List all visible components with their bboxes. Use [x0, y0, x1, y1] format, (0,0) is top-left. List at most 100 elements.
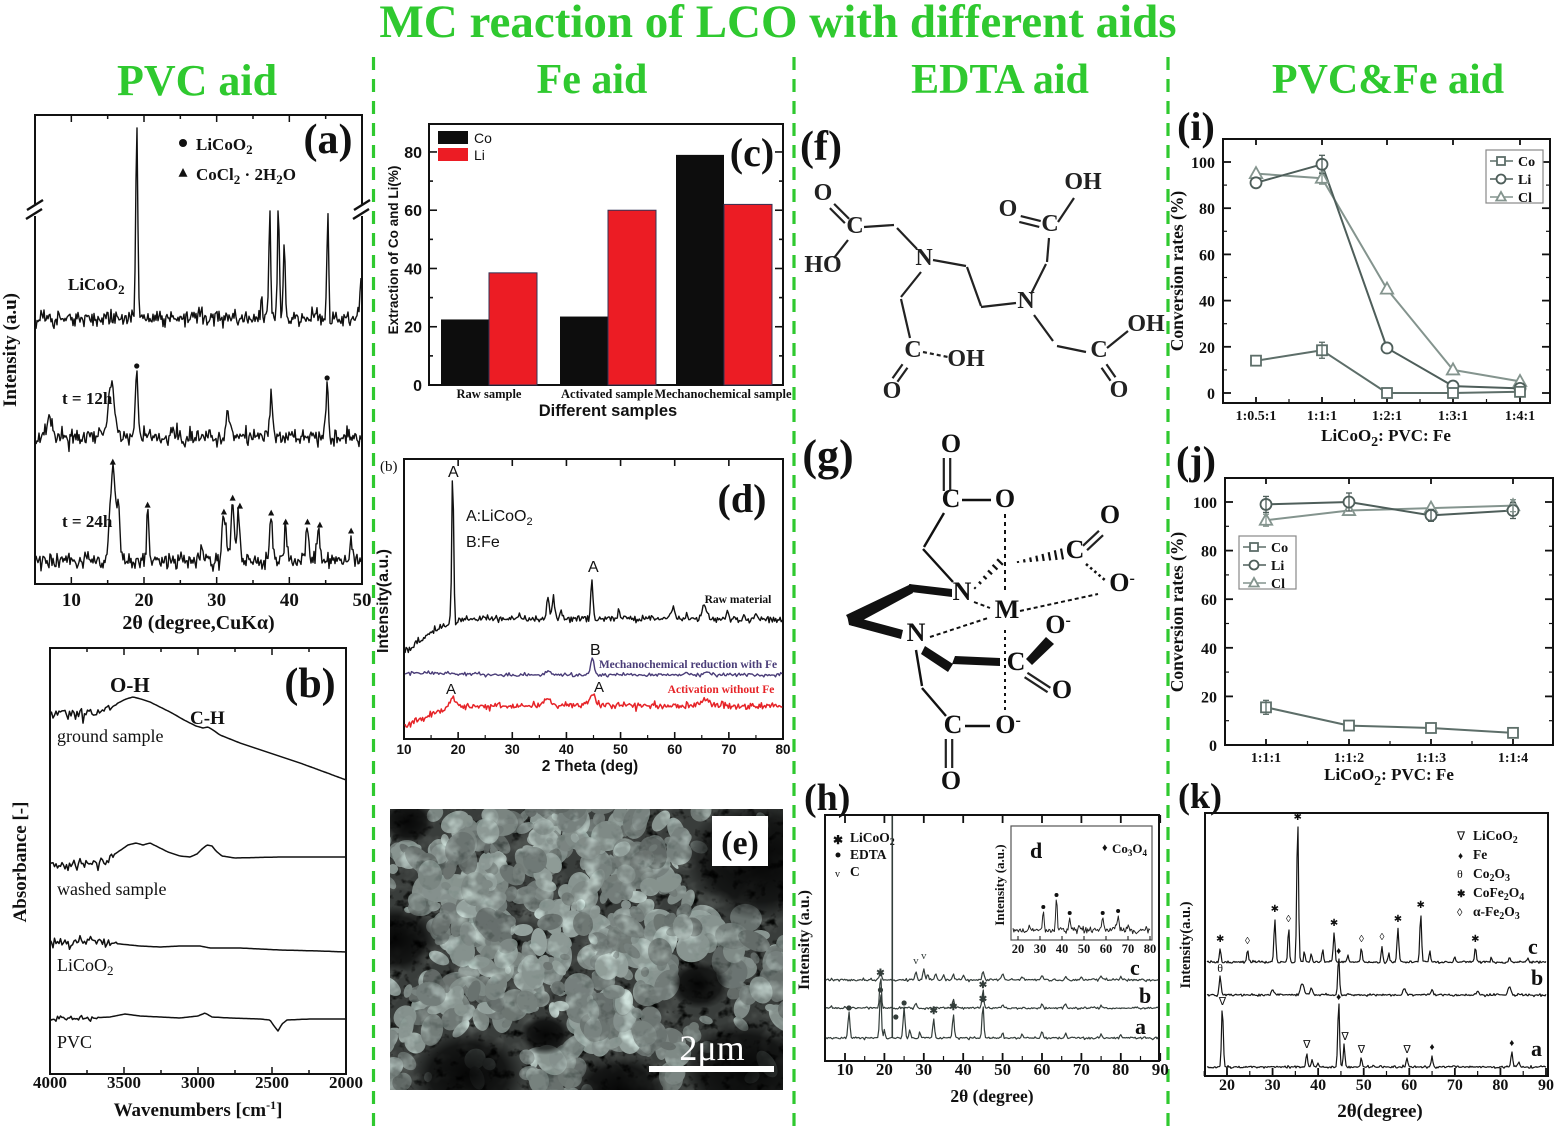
svg-text:✱: ✱	[833, 833, 843, 847]
svg-text:(d): (d)	[718, 476, 767, 521]
svg-text:b: b	[1139, 983, 1151, 1008]
svg-text:N: N	[953, 577, 972, 606]
svg-text:washed sample: washed sample	[57, 879, 166, 899]
svg-text:1:2:1: 1:2:1	[1372, 409, 1402, 424]
svg-text:O: O	[1100, 500, 1120, 529]
svg-text:70: 70	[721, 742, 736, 757]
svg-text:N: N	[915, 245, 933, 271]
svg-text:Intensity (a.u): Intensity (a.u)	[0, 293, 21, 407]
svg-text:30: 30	[1034, 942, 1047, 956]
svg-text:30: 30	[915, 1060, 932, 1079]
svg-text:EDTA aid: EDTA aid	[911, 57, 1089, 103]
svg-text:PVC: PVC	[57, 1032, 92, 1052]
svg-text:(k): (k)	[1178, 776, 1222, 816]
svg-text:(e): (e)	[721, 825, 759, 862]
svg-text:Li: Li	[1271, 559, 1284, 574]
svg-text:80: 80	[1112, 1060, 1129, 1079]
svg-text:1:4:1: 1:4:1	[1505, 409, 1535, 424]
svg-text:✱: ✱	[1330, 918, 1338, 929]
svg-text:0: 0	[1207, 386, 1215, 403]
svg-text:LiCoO2: PVC: Fe: LiCoO2: PVC: Fe	[1321, 426, 1451, 450]
svg-text:d: d	[1030, 838, 1042, 863]
svg-text:40: 40	[1201, 641, 1217, 658]
svg-text:10: 10	[396, 742, 411, 757]
svg-text:v: v	[921, 950, 927, 962]
svg-text:60: 60	[1199, 247, 1215, 264]
svg-text:2500: 2500	[255, 1073, 289, 1092]
svg-text:Extraction of Co and Li(%): Extraction of Co and Li(%)	[386, 166, 401, 335]
svg-text:(c): (c)	[730, 130, 774, 175]
svg-text:t = 12h: t = 12h	[62, 389, 113, 408]
svg-text:Co: Co	[474, 130, 492, 146]
svg-text:C: C	[1041, 211, 1058, 237]
svg-text:60: 60	[1201, 592, 1217, 609]
svg-text:∇: ∇	[1456, 829, 1466, 843]
svg-text:✱: ✱	[1471, 934, 1479, 945]
svg-text:O: O	[883, 378, 902, 404]
svg-text:c: c	[1528, 934, 1538, 959]
svg-text:20: 20	[1219, 1077, 1235, 1094]
svg-text:20: 20	[451, 742, 466, 757]
svg-text:C-H: C-H	[190, 708, 225, 729]
svg-text:ground sample: ground sample	[57, 726, 163, 746]
svg-text:OH: OH	[1064, 169, 1102, 195]
svg-text:20: 20	[876, 1060, 893, 1079]
svg-text:LiCoO2: PVC: Fe: LiCoO2: PVC: Fe	[1324, 765, 1454, 789]
svg-text:90: 90	[1538, 1077, 1554, 1094]
svg-text:OH: OH	[947, 346, 985, 372]
svg-text:(h): (h)	[804, 777, 850, 819]
svg-text:Raw sample: Raw sample	[457, 387, 522, 401]
svg-text:(i): (i)	[1177, 104, 1215, 149]
svg-text:1:3:1: 1:3:1	[1438, 409, 1468, 424]
svg-text:1:1:1: 1:1:1	[1251, 751, 1281, 766]
svg-text:60: 60	[1401, 1077, 1417, 1094]
svg-text:EDTA: EDTA	[850, 847, 887, 862]
svg-text:Mechanochemical sample: Mechanochemical sample	[654, 387, 792, 401]
svg-text:◊: ◊	[1245, 936, 1250, 947]
svg-text:Intensity(a.u.): Intensity(a.u.)	[1178, 901, 1194, 988]
svg-text:70: 70	[1073, 1060, 1090, 1079]
svg-text:✱: ✱	[1394, 914, 1402, 925]
svg-text:Activated sample: Activated sample	[561, 387, 653, 401]
svg-text:Raw material: Raw material	[705, 594, 772, 606]
svg-text:A: A	[588, 559, 599, 576]
svg-text:80: 80	[1144, 942, 1157, 956]
svg-text:✱: ✱	[1457, 889, 1466, 900]
svg-text:Intensity (a.u.): Intensity (a.u.)	[992, 844, 1007, 925]
svg-text:O: O	[941, 766, 961, 795]
svg-text:Fe aid: Fe aid	[537, 57, 648, 103]
svg-text:1:1:3: 1:1:3	[1416, 751, 1446, 766]
svg-text:40: 40	[404, 261, 422, 278]
svg-text:v: v	[913, 955, 919, 967]
svg-text:60: 60	[1100, 942, 1113, 956]
svg-text:2μm: 2μm	[679, 1028, 744, 1068]
svg-text:50: 50	[1356, 1077, 1372, 1094]
svg-text:90: 90	[1152, 1060, 1169, 1079]
svg-text:C: C	[1066, 535, 1085, 564]
svg-text:b: b	[1531, 965, 1543, 990]
svg-text:O-H: O-H	[110, 673, 150, 697]
svg-text:◊: ◊	[1379, 932, 1384, 943]
svg-text:40: 40	[1056, 942, 1069, 956]
svg-text:Conversion rates (%): Conversion rates (%)	[1167, 532, 1187, 693]
svg-text:∇: ∇	[1218, 996, 1227, 1008]
svg-text:N: N	[907, 618, 926, 647]
svg-text:2θ(degree): 2θ(degree)	[1337, 1101, 1423, 1122]
svg-text:LiCoO2: LiCoO2	[57, 955, 114, 978]
svg-text:40: 40	[1199, 294, 1215, 311]
svg-text:60: 60	[667, 742, 682, 757]
svg-text:◊: ◊	[1286, 914, 1291, 925]
svg-text:(j): (j)	[1176, 438, 1216, 483]
svg-text:✱: ✱	[979, 980, 988, 991]
svg-text:10: 10	[837, 1060, 854, 1079]
svg-text:∇: ∇	[1340, 1031, 1349, 1043]
svg-text:✱: ✱	[1416, 900, 1424, 911]
svg-text:4000: 4000	[33, 1073, 67, 1092]
svg-text:O-: O-	[995, 710, 1021, 739]
svg-text:50: 50	[613, 742, 628, 757]
svg-text:MC reaction of LCO with differ: MC reaction of LCO with different aids	[379, 0, 1176, 48]
svg-text:60: 60	[404, 203, 422, 220]
svg-text:◊: ◊	[1359, 934, 1364, 945]
svg-text:30: 30	[1265, 1077, 1281, 1094]
svg-text:O: O	[1052, 675, 1072, 704]
